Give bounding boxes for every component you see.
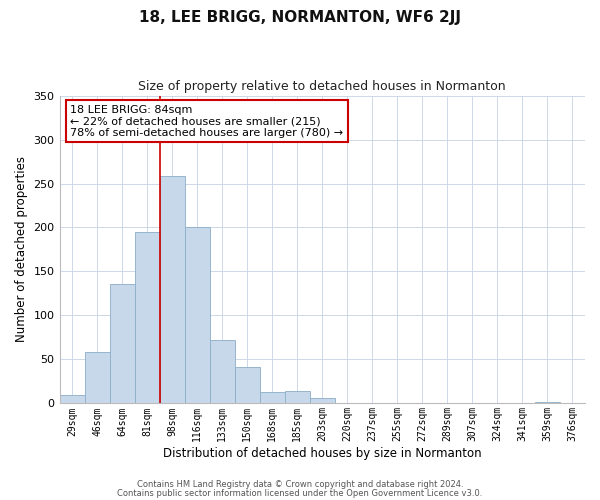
Bar — [110, 284, 134, 404]
Bar — [260, 392, 285, 404]
Bar — [285, 391, 310, 404]
Bar — [235, 368, 260, 404]
Bar — [59, 394, 85, 404]
X-axis label: Distribution of detached houses by size in Normanton: Distribution of detached houses by size … — [163, 447, 482, 460]
Bar — [160, 176, 185, 404]
Y-axis label: Number of detached properties: Number of detached properties — [15, 156, 28, 342]
Bar — [209, 340, 235, 404]
Text: 18 LEE BRIGG: 84sqm
← 22% of detached houses are smaller (215)
78% of semi-detac: 18 LEE BRIGG: 84sqm ← 22% of detached ho… — [70, 105, 343, 138]
Text: 18, LEE BRIGG, NORMANTON, WF6 2JJ: 18, LEE BRIGG, NORMANTON, WF6 2JJ — [139, 10, 461, 25]
Bar — [134, 232, 160, 404]
Bar — [85, 352, 110, 404]
Text: Contains public sector information licensed under the Open Government Licence v3: Contains public sector information licen… — [118, 488, 482, 498]
Bar — [535, 402, 560, 404]
Title: Size of property relative to detached houses in Normanton: Size of property relative to detached ho… — [139, 80, 506, 93]
Text: Contains HM Land Registry data © Crown copyright and database right 2024.: Contains HM Land Registry data © Crown c… — [137, 480, 463, 489]
Bar — [310, 398, 335, 404]
Bar — [185, 228, 209, 404]
